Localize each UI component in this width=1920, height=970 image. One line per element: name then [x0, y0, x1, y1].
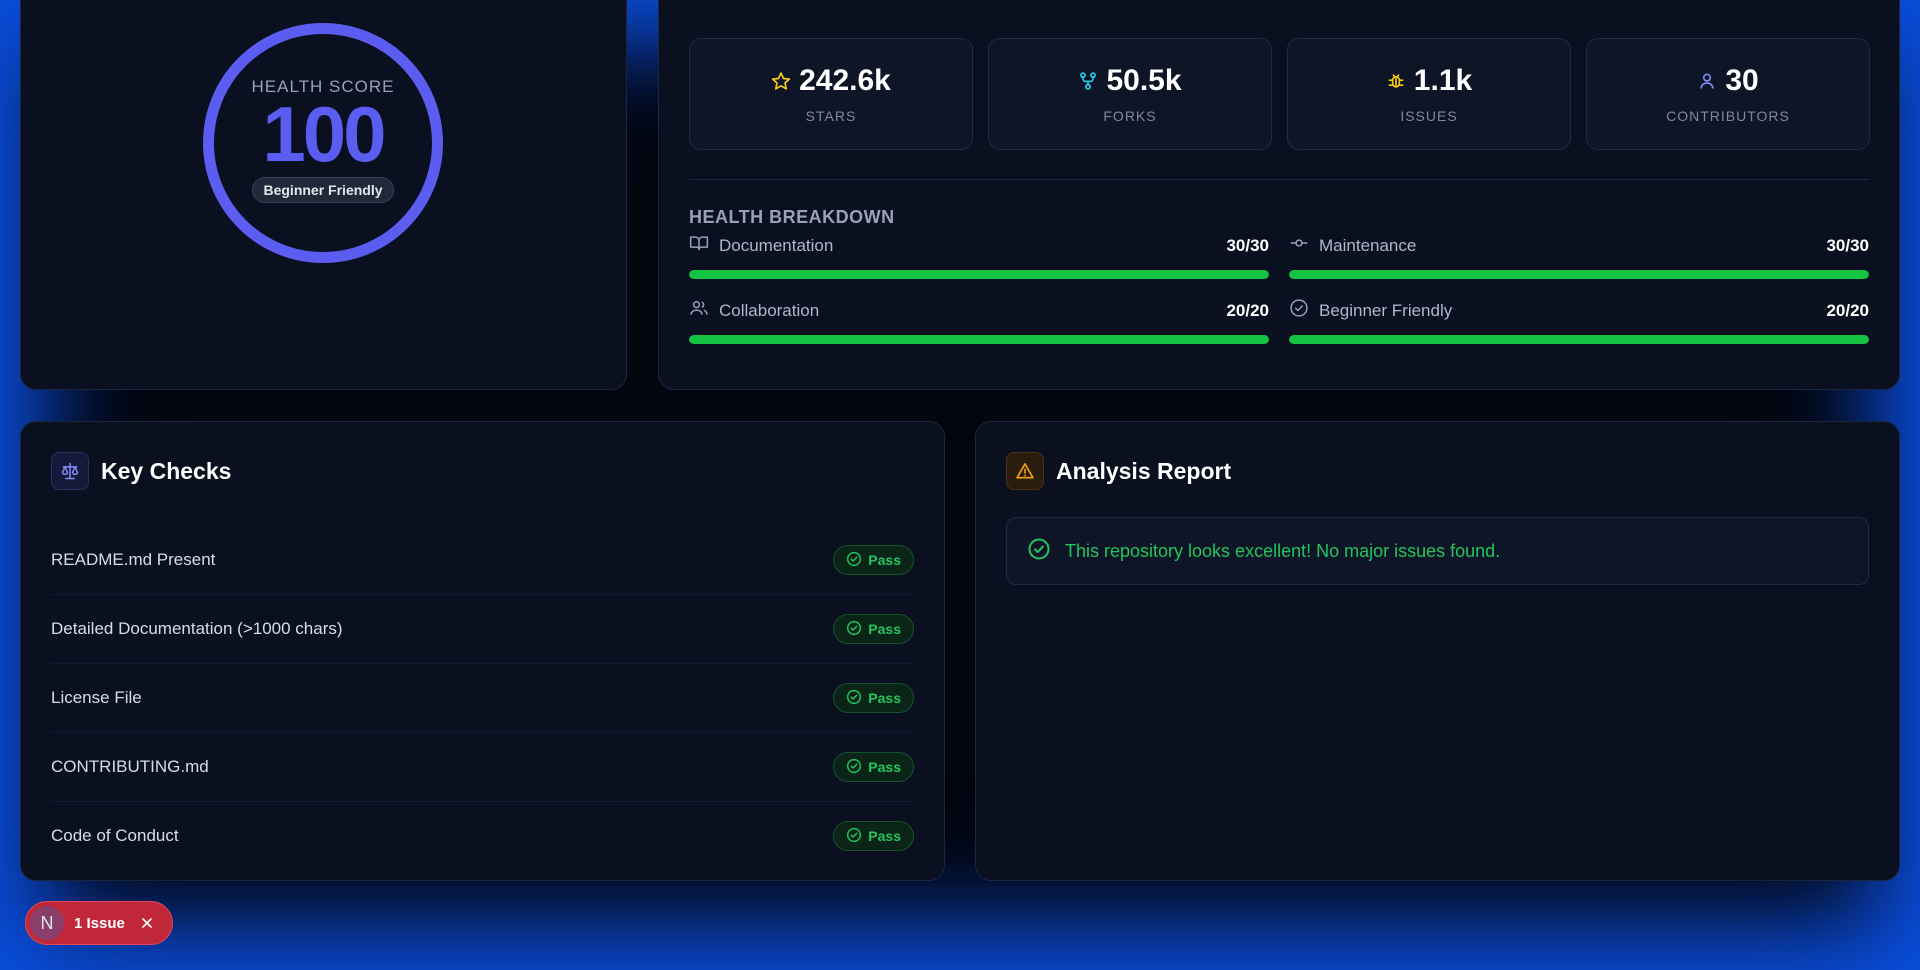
analysis-report-card: Analysis Report This repository looks ex… [975, 421, 1900, 881]
check-circle-icon [846, 620, 862, 639]
report-message: This repository looks excellent! No majo… [1006, 517, 1869, 585]
stat-forks: 50.5k FORKS [988, 38, 1272, 150]
check-row-code-of-conduct: Code of Conduct Pass [51, 802, 914, 870]
metric-score: 30/30 [1826, 235, 1869, 255]
check-circle-icon [846, 551, 862, 570]
pass-label: Pass [868, 828, 901, 844]
progress-fill [1289, 270, 1869, 279]
stat-issues: 1.1k ISSUES [1287, 38, 1571, 150]
progress-bar [1289, 335, 1869, 344]
stat-label: ISSUES [1400, 108, 1458, 124]
stat-value: 1.1k [1413, 64, 1473, 97]
metric-score: 20/20 [1226, 300, 1269, 320]
metric-name: Collaboration [719, 300, 820, 320]
metric-documentation: Documentation 30/30 [689, 233, 1269, 279]
metric-maintenance: Maintenance 30/30 [1289, 233, 1869, 279]
pass-label: Pass [868, 759, 901, 775]
progress-fill [689, 270, 1269, 279]
check-circle-icon [1027, 537, 1051, 566]
pass-badge: Pass [833, 683, 914, 713]
close-icon[interactable] [139, 915, 155, 931]
key-checks-title: Key Checks [101, 457, 232, 484]
health-badge: Beginner Friendly [252, 177, 394, 203]
metric-name: Beginner Friendly [1319, 300, 1453, 320]
stat-label: FORKS [1103, 108, 1157, 124]
user-icon [1697, 71, 1717, 91]
progress-bar [689, 270, 1269, 279]
users-icon [689, 298, 709, 323]
stat-value: 30 [1725, 64, 1759, 97]
progress-fill [689, 335, 1269, 344]
check-row-readme: README.md Present Pass [51, 526, 914, 595]
stat-stars: 242.6k STARS [689, 38, 973, 150]
health-score-gauge: HEALTH SCORE 100 Beginner Friendly [203, 23, 443, 263]
avatar[interactable]: N [30, 906, 64, 940]
issue-count-label[interactable]: 1 Issue [74, 914, 125, 932]
pass-badge: Pass [833, 752, 914, 782]
divider [689, 179, 1869, 180]
metric-collaboration: Collaboration 20/20 [689, 298, 1269, 344]
repo-stats-card: 242.6k STARS 50.5k FORKS 1.1k ISSUES 30 … [658, 0, 1900, 390]
check-name: CONTRIBUTING.md [51, 757, 209, 776]
warning-icon [1006, 452, 1044, 490]
health-score-label: HEALTH SCORE [251, 77, 395, 96]
check-name: License File [51, 688, 142, 707]
metric-name: Maintenance [1319, 235, 1417, 255]
analysis-report-header: Analysis Report [1006, 452, 1231, 490]
stat-contributors: 30 CONTRIBUTORS [1586, 38, 1870, 150]
check-name: README.md Present [51, 550, 216, 569]
progress-bar [689, 335, 1269, 344]
health-score-value: 100 [262, 90, 386, 178]
metric-beginner-friendly: Beginner Friendly 20/20 [1289, 298, 1869, 344]
check-row-documentation: Detailed Documentation (>1000 chars) Pas… [51, 595, 914, 664]
check-circle-icon [846, 689, 862, 708]
progress-bar [1289, 270, 1869, 279]
pass-label: Pass [868, 621, 901, 637]
stat-value: 50.5k [1106, 64, 1182, 97]
fork-icon [1078, 71, 1098, 91]
stat-label: STARS [805, 108, 857, 124]
analysis-report-title: Analysis Report [1056, 457, 1232, 484]
bug-icon [1386, 71, 1406, 91]
check-row-license: License File Pass [51, 664, 914, 733]
progress-fill [1289, 335, 1869, 344]
pass-label: Pass [868, 690, 901, 706]
scale-icon [51, 452, 89, 490]
key-checks-header: Key Checks [51, 452, 231, 490]
health-score-card: HEALTH SCORE 100 Beginner Friendly [20, 0, 627, 390]
book-icon [689, 233, 709, 258]
stat-value: 242.6k [799, 64, 891, 97]
check-name: Detailed Documentation (>1000 chars) [51, 619, 343, 638]
check-circle-icon [846, 758, 862, 777]
check-circle-icon [846, 827, 862, 846]
check-name: Code of Conduct [51, 826, 179, 845]
check-list: README.md Present Pass Detailed Document… [51, 526, 914, 870]
pass-badge: Pass [833, 821, 914, 851]
star-icon [771, 71, 791, 91]
pass-label: Pass [868, 552, 901, 568]
metric-score: 30/30 [1226, 235, 1269, 255]
pass-badge: Pass [833, 614, 914, 644]
metric-name: Documentation [719, 235, 834, 255]
metric-score: 20/20 [1826, 300, 1869, 320]
commit-icon [1289, 233, 1309, 258]
key-checks-card: Key Checks README.md Present Pass Detail… [20, 421, 945, 881]
issue-indicator[interactable]: N 1 Issue [25, 901, 173, 945]
check-circle-icon [1289, 298, 1309, 323]
check-row-contributing: CONTRIBUTING.md Pass [51, 733, 914, 802]
pass-badge: Pass [833, 545, 914, 575]
health-breakdown-title: HEALTH BREAKDOWN [689, 207, 895, 227]
report-message-text: This repository looks excellent! No majo… [1065, 540, 1501, 561]
stat-label: CONTRIBUTORS [1666, 108, 1790, 124]
